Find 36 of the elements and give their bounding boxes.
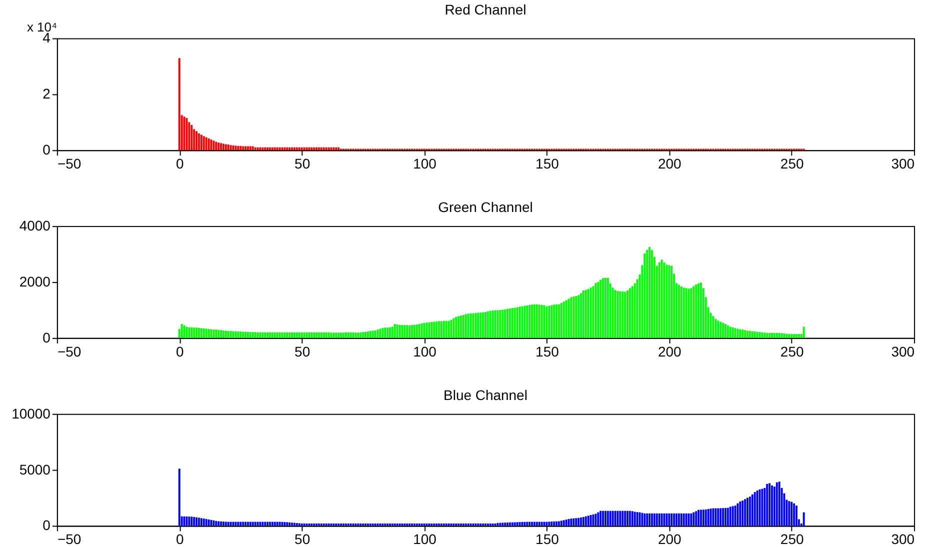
x-tick-label: 300 <box>891 531 915 547</box>
x-tick-label: 300 <box>891 343 915 360</box>
x-tick-label: −50 <box>57 156 82 172</box>
y-tick-label: 4000 <box>19 218 51 234</box>
x-tick-label: 150 <box>536 343 560 360</box>
x-tick-label: 100 <box>413 156 437 172</box>
x-tick-label: 200 <box>658 531 682 547</box>
x-tick-label: −50 <box>57 343 82 360</box>
x-tick-label: 200 <box>658 343 682 360</box>
text: x 10⁴ <box>26 19 58 34</box>
x-tick-label: 50 <box>294 531 310 547</box>
x-tick-label: 100 <box>413 343 437 360</box>
x-tick-label: −50 <box>57 531 82 547</box>
y-tick-label: 10000 <box>12 405 51 422</box>
x-tick-label: 250 <box>780 531 804 547</box>
y-tick-label: 0 <box>42 517 51 534</box>
x-tick-label: 300 <box>891 156 915 172</box>
x-tick-label: 0 <box>176 343 184 360</box>
x-tick-label: 50 <box>294 343 310 360</box>
chart-title: Red Channel <box>444 1 526 18</box>
y-tick-label: 5000 <box>19 461 51 478</box>
y-tick-label: 2 <box>42 86 51 102</box>
y-tick-label: 0 <box>42 142 51 158</box>
y-tick-label: 2000 <box>19 273 51 290</box>
y-tick-label: 0 <box>42 329 51 346</box>
x-tick-label: 200 <box>658 156 682 172</box>
x-tick-label: 0 <box>176 156 184 172</box>
chart-title: Green Channel <box>438 199 533 216</box>
chart-title: Blue Channel <box>444 386 528 403</box>
x-tick-label: 150 <box>536 156 560 172</box>
x-tick-label: 100 <box>413 531 437 547</box>
x-tick-label: 150 <box>536 531 560 547</box>
x-tick-label: 250 <box>780 343 804 360</box>
x-tick-label: 250 <box>780 156 804 172</box>
x-tick-label: 0 <box>176 531 184 547</box>
x-tick-label: 50 <box>294 156 310 172</box>
